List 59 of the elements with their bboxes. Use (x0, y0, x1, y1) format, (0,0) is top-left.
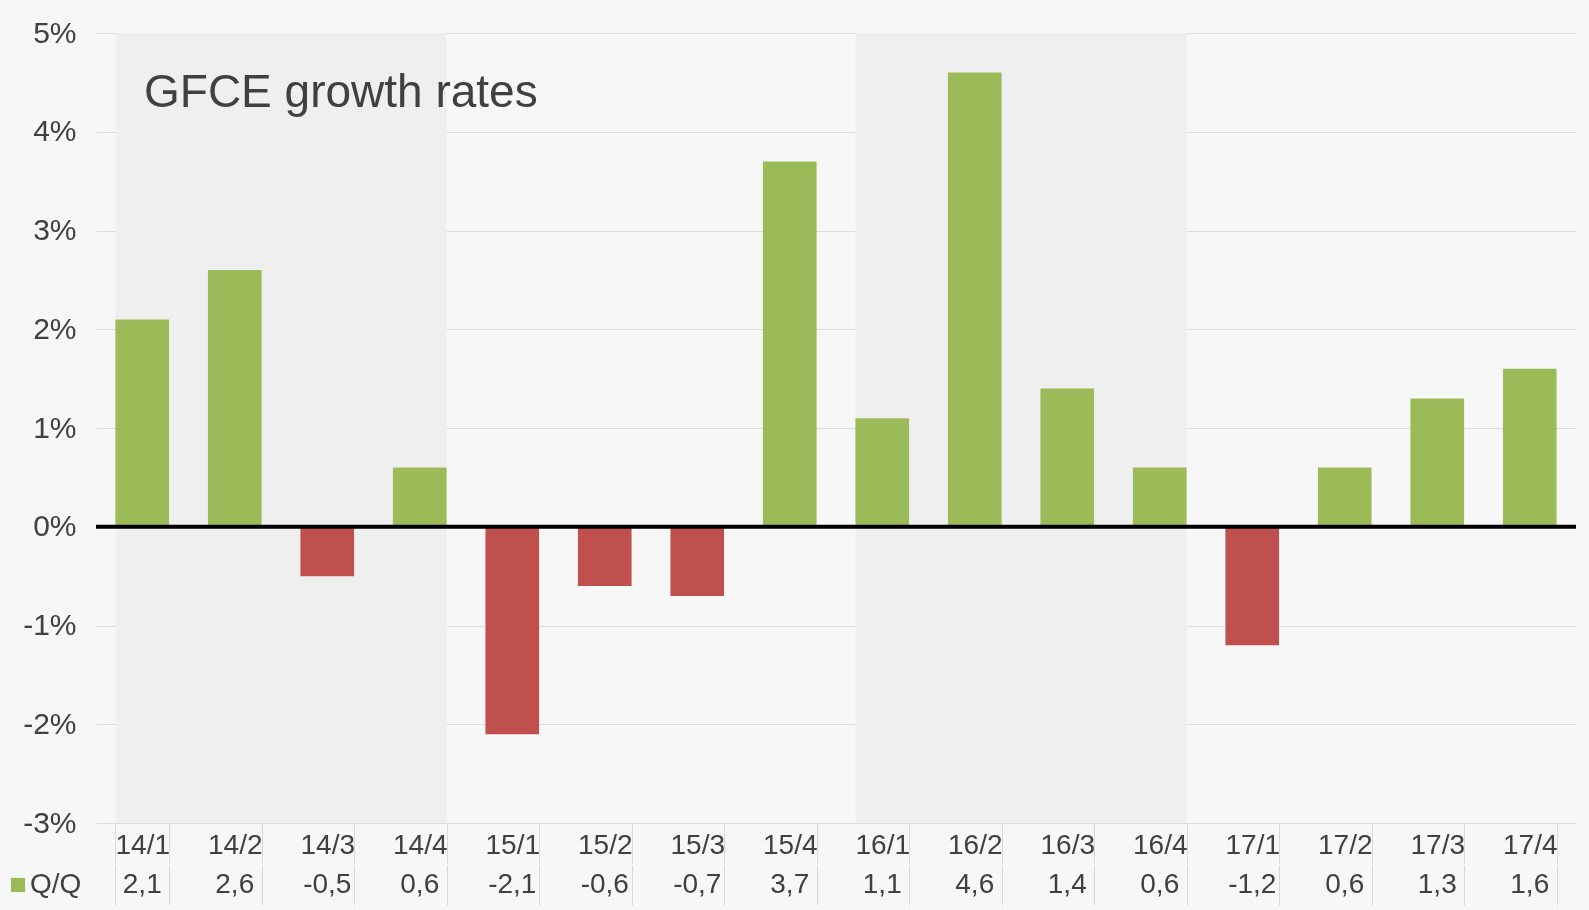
text: GFCE growth rates (144, 65, 538, 117)
x-tick-label: 16/2 (948, 828, 1003, 860)
bar (670, 526, 725, 596)
y-tick-label: -1% (23, 608, 77, 641)
data-label: -0,7 (673, 868, 722, 899)
x-tick-label: 15/2 (578, 828, 633, 860)
x-tick-label: 16/3 (1040, 828, 1095, 860)
bar (485, 526, 540, 735)
x-tick-label: 14/1 (115, 828, 170, 860)
y-tick-label: 5% (33, 15, 77, 49)
bar (1040, 388, 1095, 527)
y-tick-label: 1% (33, 410, 77, 444)
y-tick-label: -2% (23, 706, 77, 740)
data-label: 3,7 (770, 868, 810, 899)
data-label: -2,1 (488, 868, 537, 899)
bar (1410, 398, 1465, 527)
data-label: 1,3 (1417, 868, 1457, 899)
x-tick-label: 17/2 (1318, 828, 1373, 860)
bar (762, 161, 817, 527)
data-label: 0,6 (400, 868, 440, 899)
x-tick-label: 16/1 (855, 828, 910, 860)
data-label: 1,6 (1510, 868, 1550, 899)
bar (300, 526, 355, 577)
bar (1225, 526, 1280, 646)
x-tick-label: 17/4 (1503, 828, 1558, 860)
bar (1502, 368, 1557, 527)
data-label: 1,1 (862, 868, 902, 899)
x-tick-label: 14/2 (208, 828, 263, 860)
data-label: 4,6 (955, 868, 995, 899)
bar (947, 72, 1002, 527)
data-label: 0,6 (1325, 868, 1365, 899)
x-tick-label: 14/3 (300, 828, 355, 860)
bar (207, 270, 262, 527)
data-label: 2,6 (215, 868, 255, 899)
x-tick-label: 17/3 (1410, 828, 1465, 860)
y-tick-label: 2% (33, 311, 77, 345)
data-label: 0,6 (1140, 868, 1180, 899)
x-tick-label: 15/3 (670, 828, 725, 860)
bar (392, 467, 447, 527)
data-label: -0,5 (303, 868, 352, 899)
data-label: -1,2 (1228, 868, 1277, 899)
y-tick-label: -3% (23, 805, 77, 839)
data-label: 1,4 (1047, 868, 1087, 899)
y-tick-label: 3% (33, 213, 77, 246)
x-tick-label: 15/1 (485, 828, 540, 860)
x-tick-label: 15/4 (763, 828, 818, 860)
bar (115, 319, 170, 527)
y-tick-label: 4% (33, 114, 77, 148)
bar (1132, 467, 1187, 527)
x-tick-label: 17/1 (1225, 828, 1280, 860)
legend-label: Q/Q (30, 868, 82, 899)
bar (1317, 467, 1372, 527)
x-tick-label: 14/4 (393, 828, 448, 860)
y-tick-label: 0% (33, 509, 77, 543)
bar (855, 418, 910, 527)
data-label: 2,1 (122, 868, 162, 899)
bar (577, 526, 632, 586)
x-tick-label: 16/4 (1133, 828, 1188, 860)
data-label: -0,6 (580, 868, 629, 899)
